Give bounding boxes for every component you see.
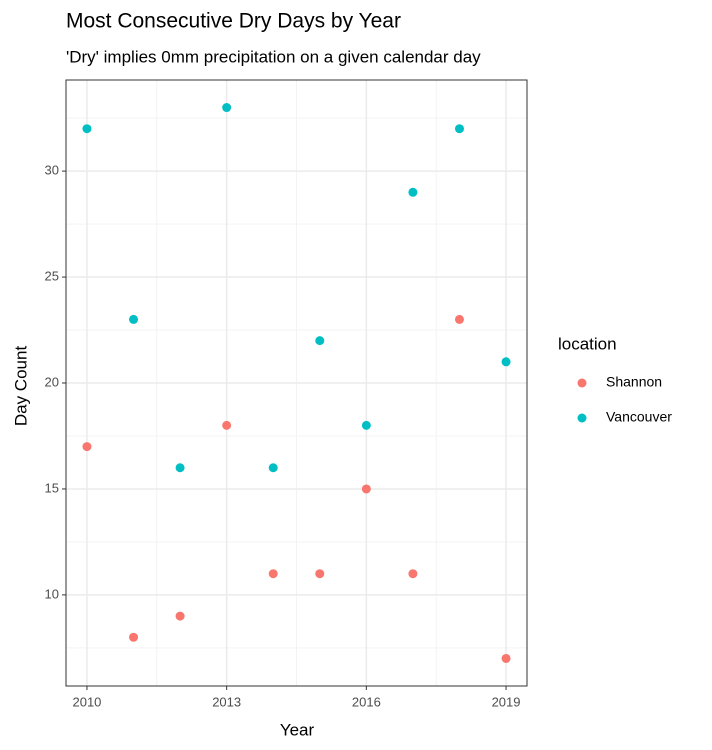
point: [82, 442, 92, 452]
y-tick-label: 10: [45, 586, 59, 601]
legend-title: location: [558, 334, 617, 353]
panel-border: [65, 79, 528, 687]
point: [408, 187, 418, 197]
point: [175, 611, 185, 621]
legend-swatch: [577, 413, 587, 423]
legend-label: Vancouver: [606, 409, 672, 425]
point: [222, 420, 232, 430]
point: [175, 463, 185, 473]
point: [268, 463, 278, 473]
y-axis-label: Day Count: [11, 346, 30, 427]
x-tick-label: 2013: [212, 694, 241, 709]
point: [222, 103, 232, 113]
legend-label: Shannon: [606, 374, 662, 390]
chart-title: Most Consecutive Dry Days by Year: [66, 10, 401, 33]
point: [361, 484, 371, 494]
point: [501, 357, 511, 367]
point: [315, 569, 325, 579]
chart-subtitle: 'Dry' implies 0mm precipitation on a giv…: [66, 47, 481, 66]
y-tick-label: 25: [45, 268, 59, 283]
point: [315, 336, 325, 346]
point: [129, 632, 139, 642]
point: [408, 569, 418, 579]
x-tick-label: 2019: [492, 694, 521, 709]
point: [454, 314, 464, 324]
point: [454, 124, 464, 134]
legend-swatch: [577, 378, 587, 388]
y-tick-label: 30: [45, 163, 59, 178]
x-tick-label: 2010: [72, 694, 101, 709]
y-tick-label: 20: [45, 374, 59, 389]
point: [501, 653, 511, 663]
x-tick-label: 2016: [352, 694, 381, 709]
y-tick-label: 15: [45, 480, 59, 495]
point: [268, 569, 278, 579]
point: [129, 314, 139, 324]
x-axis-label: Year: [280, 720, 315, 739]
point: [82, 124, 92, 134]
point: [361, 420, 371, 430]
